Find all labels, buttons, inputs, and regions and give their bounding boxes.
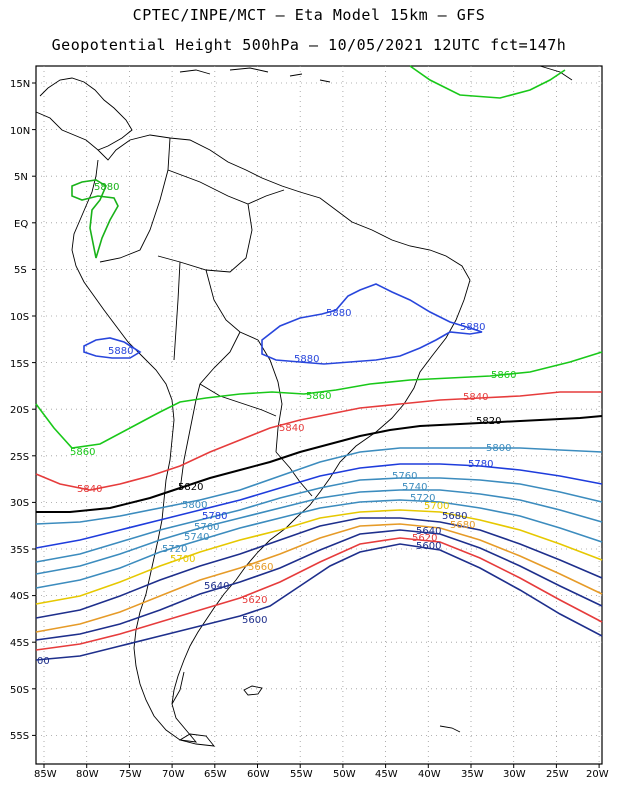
lat-label: 10N: [10, 126, 30, 137]
contour-label: 5680: [450, 520, 475, 531]
contour-label: 5700: [424, 501, 449, 512]
lat-label: 5S: [14, 265, 27, 276]
contour-5640: [35, 529, 603, 641]
lat-label: 35S: [10, 545, 29, 556]
latitude-labels: 15N 10N 5N EQ 5S 10S 15S 20S 25S 30S 35S…: [10, 79, 30, 742]
lon-label: 60W: [247, 769, 270, 780]
lat-label: 25S: [10, 452, 29, 463]
central-america-coast: [35, 77, 133, 151]
contour-5680: [35, 517, 603, 619]
lon-label: 75W: [119, 769, 142, 780]
contour-label: 5800: [486, 443, 511, 454]
lon-label: 45W: [375, 769, 398, 780]
country-borders: [99, 137, 313, 705]
contour-label-group: 5880 5880 5880 5880 5880 5860 5860 5860 …: [37, 182, 516, 667]
lon-label: 40W: [418, 769, 441, 780]
lon-label: 35W: [461, 769, 484, 780]
lat-label: 55S: [10, 731, 29, 742]
contour-label: 5740: [402, 482, 427, 493]
lat-label: 15S: [10, 359, 29, 370]
contour-label: 5640: [416, 526, 441, 537]
contour-label: 5820: [476, 416, 501, 427]
caribbean-islands: [179, 65, 573, 83]
contour-label: 5620: [242, 595, 267, 606]
contour-label: 5860: [70, 447, 95, 458]
chart-title-line-2: Geopotential Height 500hPa – 10/05/2021 …: [51, 36, 567, 54]
contour-5760: [35, 477, 603, 563]
lon-label: 25W: [546, 769, 569, 780]
contour-label: 5860: [491, 370, 516, 381]
contour-5880-blue-brazil: [261, 283, 483, 365]
contour-5660: [35, 523, 603, 633]
contour-label: 5860: [306, 391, 331, 402]
lat-label: 20S: [10, 405, 29, 416]
lon-label: 85W: [34, 769, 57, 780]
contours: [35, 65, 603, 661]
contour-label: 00: [37, 656, 50, 667]
map-frame: [35, 65, 603, 765]
contour-label: 5840: [279, 423, 304, 434]
contour-5720: [35, 499, 603, 589]
lon-label: 70W: [162, 769, 185, 780]
lat-label: 40S: [10, 591, 29, 602]
contour-label: 5760: [392, 471, 417, 482]
contour-label: 5680: [442, 511, 467, 522]
contour-label: 5740: [184, 532, 209, 543]
contour-label: 5840: [77, 484, 102, 495]
contour-label: 5620: [412, 533, 437, 544]
lat-label: 50S: [10, 685, 29, 696]
contour-5740: [35, 489, 603, 575]
contour-label: 5720: [162, 544, 187, 555]
lat-label: 30S: [10, 498, 29, 509]
falkland-islands: [243, 685, 263, 696]
contour-label: 5880: [326, 308, 351, 319]
contour-5600: [35, 543, 603, 661]
contour-5880-blue-peru: [83, 337, 142, 359]
contour-5780: [35, 463, 603, 549]
chart-title-line-1: CPTEC/INPE/MCT – Eta Model 15km – GFS: [132, 6, 486, 24]
lon-label: 55W: [290, 769, 313, 780]
south-america-coast: [71, 134, 471, 743]
contour-label: 5880: [108, 346, 133, 357]
contour-label: 5760: [194, 522, 219, 533]
lon-label: 30W: [503, 769, 526, 780]
contour-5620: [35, 537, 603, 651]
contour-label: 5880: [94, 182, 119, 193]
longitude-labels: 85W 80W 75W 70W 65W 60W 55W 50W 45W 40W …: [34, 769, 609, 780]
lat-label: EQ: [14, 219, 28, 230]
contour-label: 5780: [468, 459, 493, 470]
contour-5880-west-green: [71, 179, 119, 259]
south-georgia: [439, 725, 461, 733]
tierra-del-fuego: [178, 733, 216, 747]
lon-label: 20W: [586, 769, 609, 780]
contour-label: 5780: [202, 511, 227, 522]
contour-label: 5880: [460, 322, 485, 333]
contour-5820: [36, 415, 603, 513]
lon-label: 50W: [333, 769, 356, 780]
contour-label: 5640: [204, 581, 229, 592]
contour-5880-north: [409, 65, 566, 99]
contour-label: 5880: [294, 354, 319, 365]
contour-5860: [35, 351, 603, 449]
coastlines-borders: [35, 65, 573, 747]
lat-label: 5N: [14, 172, 28, 183]
contour-5800: [35, 447, 603, 525]
contour-label: 5840: [463, 392, 488, 403]
contour-5700: [35, 509, 603, 605]
lon-label: 65W: [204, 769, 227, 780]
lat-label: 45S: [10, 638, 29, 649]
contour-label: 5800: [182, 500, 207, 511]
contour-5840: [35, 391, 602, 491]
contour-label: 5660: [248, 562, 273, 573]
lat-label: 15N: [10, 79, 30, 90]
lat-label: 10S: [10, 312, 29, 323]
contour-label: 5820: [178, 482, 203, 493]
contour-label: 5720: [410, 493, 435, 504]
lon-label: 80W: [76, 769, 99, 780]
contour-label: 5600: [416, 541, 441, 552]
contour-label: 5700: [170, 554, 195, 565]
contour-label: 5600: [242, 615, 267, 626]
lat-lon-grid: [32, 66, 602, 768]
